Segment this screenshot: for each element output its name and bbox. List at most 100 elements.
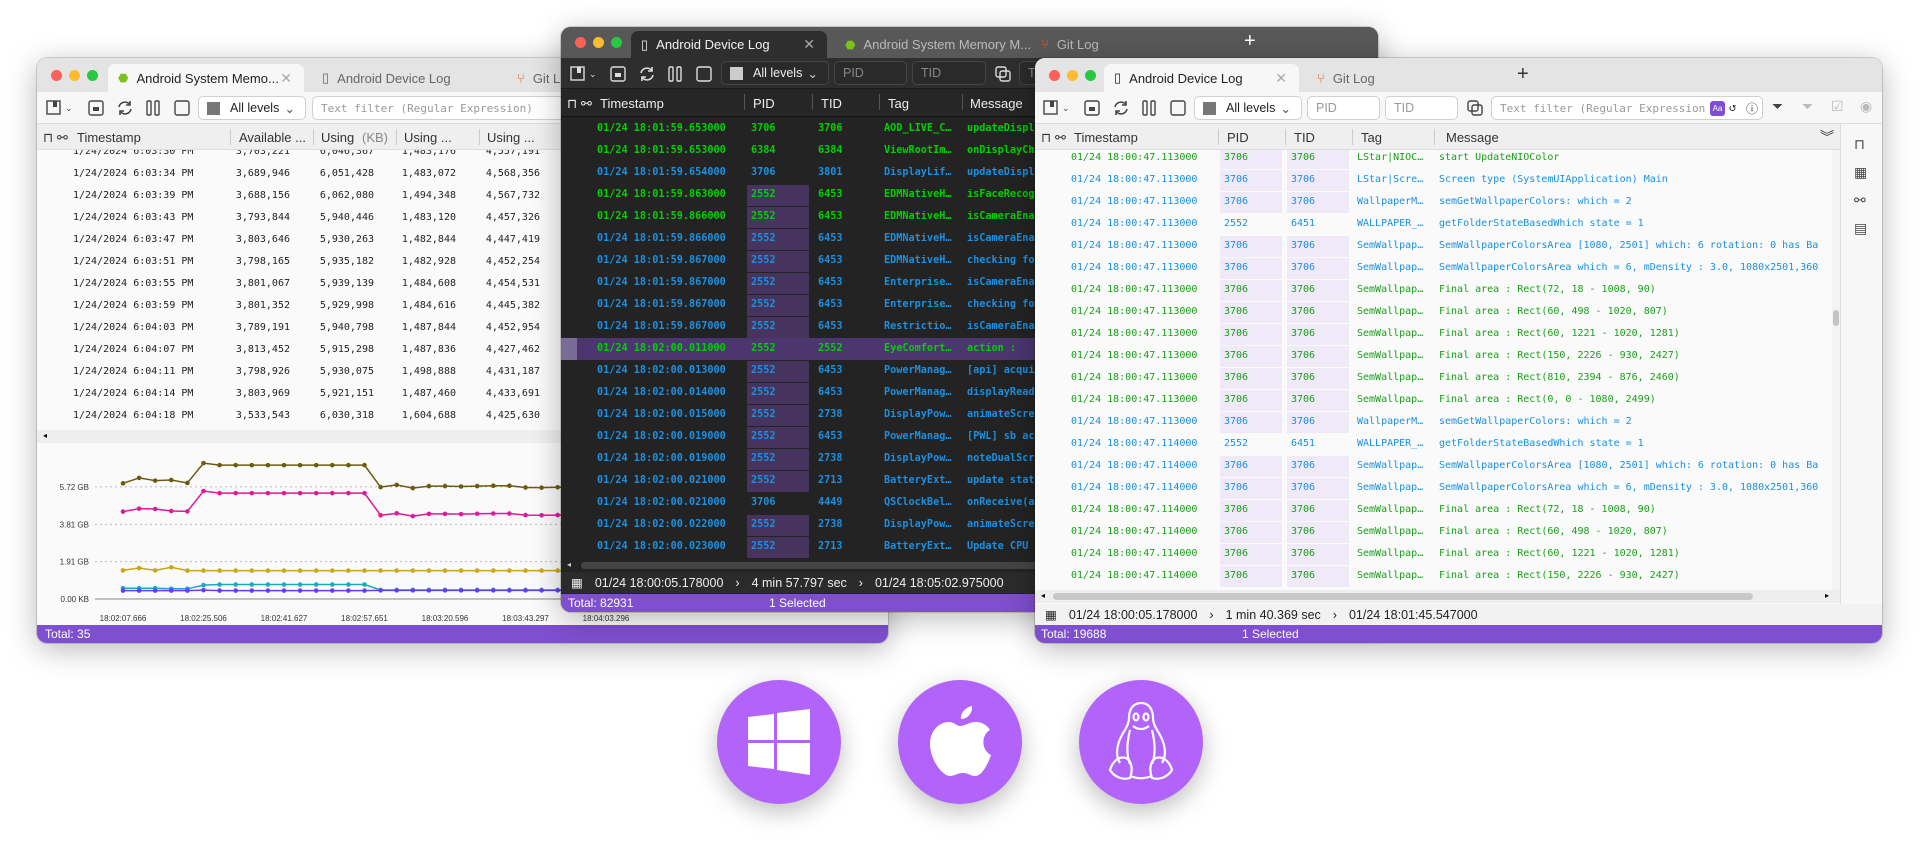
- level-select[interactable]: All levels ⌄: [1194, 96, 1302, 120]
- log-row[interactable]: 01/24 18:01:59.867000 2552 6453 EDMNativeH……: [561, 250, 1378, 272]
- table-row[interactable]: 1/24/2024 6:04:03 PM 3,789,191 5,940,798 1,…: [37, 317, 888, 339]
- chevron-down-icon[interactable]: ⌄: [65, 103, 73, 113]
- vertical-scrollbar[interactable]: [1832, 150, 1840, 590]
- bookmark-icon[interactable]: ⊓: [1041, 130, 1052, 145]
- history-icon[interactable]: ↺: [1729, 100, 1737, 114]
- bookmark-save-icon[interactable]: [45, 99, 63, 117]
- column-header-pid[interactable]: PID: [753, 96, 775, 111]
- column-header-tid[interactable]: TID: [1294, 130, 1315, 145]
- log-row[interactable]: 01/24 18:02:00.023000 2552 2713 BatteryExt……: [561, 536, 1378, 558]
- close-window-button[interactable]: [51, 70, 62, 81]
- table-row[interactable]: 1/24/2024 6:03:59 PM 3,801,352 5,929,998 1,…: [37, 295, 888, 317]
- new-tab-button[interactable]: +: [1244, 30, 1256, 52]
- pause-icon[interactable]: [1140, 99, 1158, 117]
- column-header-available[interactable]: Available ...: [239, 130, 306, 145]
- flow-icon[interactable]: ⚯: [1854, 192, 1866, 208]
- column-header-pid[interactable]: PID: [1227, 130, 1249, 145]
- table-row[interactable]: 1/24/2024 6:03:51 PM 3,798,165 5,935,182 1,…: [37, 251, 888, 273]
- collapse-columns-icon[interactable]: ︾: [1820, 129, 1834, 145]
- scrollbar-thumb[interactable]: [1053, 593, 1753, 600]
- refresh-icon[interactable]: [638, 65, 656, 83]
- level-select[interactable]: All levels ⌄: [198, 96, 306, 120]
- column-header-timestamp[interactable]: Timestamp: [600, 96, 664, 111]
- column-header-using-2[interactable]: Using ...: [404, 130, 452, 145]
- scroll-left-arrow[interactable]: ◂: [567, 560, 572, 569]
- log-row[interactable]: 01/24 18:00:47.114000 3706 3706 SemWallpap……: [1035, 521, 1832, 543]
- chevron-down-icon[interactable]: ⌄: [1062, 103, 1070, 113]
- bookmark-save-icon[interactable]: [1042, 99, 1060, 117]
- text-filter-input[interactable]: Text filter (Regular Expression Aa ↺ ⓘ: [1491, 96, 1763, 120]
- close-window-button[interactable]: [1049, 70, 1060, 81]
- table-row[interactable]: 1/24/2024 6:03:30 PM 3,703,221 6,046,367 1,…: [37, 150, 888, 163]
- log-row[interactable]: 01/24 18:00:47.113000 3706 3706 WallpaperM……: [1035, 411, 1832, 433]
- table-row[interactable]: 1/24/2024 6:03:47 PM 3,803,646 5,930,263 1,…: [37, 229, 888, 251]
- log-row[interactable]: 01/24 18:02:00.021000 3706 4449 QSClockBel……: [561, 492, 1378, 514]
- copy-filter-icon[interactable]: [994, 65, 1012, 83]
- bookmark-icon[interactable]: ⊓: [43, 130, 54, 145]
- log-row[interactable]: 01/24 18:01:59.863000 2552 6453 EDMNativeH……: [561, 184, 1378, 206]
- pause-icon[interactable]: [666, 65, 684, 83]
- log-row[interactable]: 01/24 18:00:47.113000 3706 3706 SemWallpap……: [1035, 301, 1832, 323]
- scrollbar-thumb[interactable]: [1833, 310, 1839, 326]
- log-row[interactable]: 01/24 18:00:47.114000 3706 3706 SemWallpap……: [1035, 565, 1832, 587]
- log-row[interactable]: 01/24 18:00:47.113000 3706 3706 SemWallpap……: [1035, 279, 1832, 301]
- log-row[interactable]: 01/24 18:01:59.867000 2552 6453 Enterprise……: [561, 272, 1378, 294]
- chevron-down-icon[interactable]: ⌄: [589, 69, 597, 79]
- log-row[interactable]: 01/24 18:00:47.113000 3706 3706 SemWallpap……: [1035, 345, 1832, 367]
- calendar-icon[interactable]: ▦: [1045, 608, 1057, 622]
- log-row[interactable]: 01/24 18:00:47.113000 3706 3706 LStar|NIOC……: [1035, 150, 1832, 169]
- scroll-left-arrow[interactable]: ◂: [43, 431, 48, 440]
- tab-git-log[interactable]: ⑂ Git Log: [1307, 64, 1375, 92]
- log-row[interactable]: 01/24 18:02:00.022000 2552 2738 DisplayPow……: [561, 514, 1378, 536]
- scrollbar-thumb[interactable]: [581, 562, 1361, 569]
- column-header-message[interactable]: Message: [970, 96, 1023, 111]
- filter-icon[interactable]: ⏷: [1772, 98, 1784, 114]
- scroll-right-arrow[interactable]: ▸: [1825, 591, 1830, 600]
- table-row[interactable]: 1/24/2024 6:04:14 PM 3,803,969 5,921,151 1,…: [37, 383, 888, 405]
- table-row[interactable]: 1/24/2024 6:04:18 PM 3,533,543 6,030,318 1,…: [37, 405, 888, 427]
- tab-android-system-memory[interactable]: ⬣ Android System Memory M...: [835, 31, 1031, 58]
- log-row[interactable]: 01/24 18:01:59.866000 2552 6453 EDMNativeH……: [561, 206, 1378, 228]
- tab-android-device-log[interactable]: ▯ Android Device Log ✕: [631, 31, 827, 58]
- stop-icon[interactable]: [173, 99, 191, 117]
- save-icon[interactable]: [87, 99, 105, 117]
- save-icon[interactable]: [609, 65, 627, 83]
- save-icon[interactable]: [1083, 99, 1101, 117]
- table-row[interactable]: 1/24/2024 6:03:34 PM 3,689,946 6,051,428 1,…: [37, 163, 888, 185]
- log-row[interactable]: 01/24 18:00:47.113000 2552 6451 WALLPAPER_……: [1035, 213, 1832, 235]
- close-tab-icon[interactable]: ✕: [280, 69, 292, 86]
- document-icon[interactable]: ▤: [1854, 220, 1868, 236]
- log-row[interactable]: 01/24 18:00:47.113000 3706 3706 SemWallpap……: [1035, 257, 1832, 279]
- calendar-icon[interactable]: ▦: [571, 576, 583, 590]
- log-row[interactable]: 01/24 18:02:00.019000 2552 2738 DisplayPow……: [561, 448, 1378, 470]
- tab-android-system-memory[interactable]: ⬣ Android System Memo... ✕: [108, 64, 304, 92]
- minimize-window-button[interactable]: [1067, 70, 1078, 81]
- log-row[interactable]: 01/24 18:01:59.866000 2552 6453 EDMNativeH……: [561, 228, 1378, 250]
- close-tab-icon[interactable]: ✕: [803, 36, 815, 52]
- minimize-window-button[interactable]: [69, 70, 80, 81]
- column-header-using-kb[interactable]: Using: [321, 130, 355, 145]
- match-case-toggle[interactable]: Aa: [1710, 101, 1725, 116]
- refresh-icon[interactable]: [1112, 99, 1130, 117]
- flow-icon[interactable]: ⚯: [57, 130, 68, 145]
- flow-icon[interactable]: ⚯: [1055, 130, 1066, 145]
- log-row[interactable]: 01/24 18:00:47.114000 3706 3706 SemWallpap……: [1035, 455, 1832, 477]
- calendar-icon[interactable]: ▦: [1854, 164, 1868, 180]
- table-row[interactable]: 1/24/2024 6:04:11 PM 3,798,926 5,930,075 1,…: [37, 361, 888, 383]
- bookmarks-icon[interactable]: ⊓: [1854, 136, 1865, 152]
- column-header-timestamp[interactable]: Timestamp: [77, 130, 141, 145]
- minimize-window-button[interactable]: [593, 37, 604, 48]
- pid-input[interactable]: PID: [834, 61, 907, 85]
- log-row[interactable]: 01/24 18:02:00.021000 2552 2713 BatteryExt……: [561, 470, 1378, 492]
- new-tab-button[interactable]: +: [1517, 63, 1529, 85]
- tab-android-device-log[interactable]: ▯ Android Device Log: [312, 64, 451, 92]
- log-row[interactable]: 01/24 18:01:59.653000 6384 6384 ViewRootIm……: [561, 140, 1378, 162]
- stop-icon[interactable]: [1169, 99, 1187, 117]
- close-tab-icon[interactable]: ✕: [1275, 69, 1287, 86]
- log-row[interactable]: 01/24 18:00:47.114000 3706 3706 SemWallpap……: [1035, 499, 1832, 521]
- tab-git-log[interactable]: ⑂ Git Log: [1031, 31, 1099, 58]
- log-row[interactable]: 01/24 18:00:47.114000 2552 6451 WALLPAPER_……: [1035, 433, 1832, 455]
- log-row[interactable]: 01/24 18:00:47.113000 3706 3706 SemWallpap……: [1035, 235, 1832, 257]
- scroll-left-arrow[interactable]: ◂: [1041, 591, 1046, 600]
- log-row[interactable]: 01/24 18:00:47.113000 3706 3706 SemWallpap……: [1035, 367, 1832, 389]
